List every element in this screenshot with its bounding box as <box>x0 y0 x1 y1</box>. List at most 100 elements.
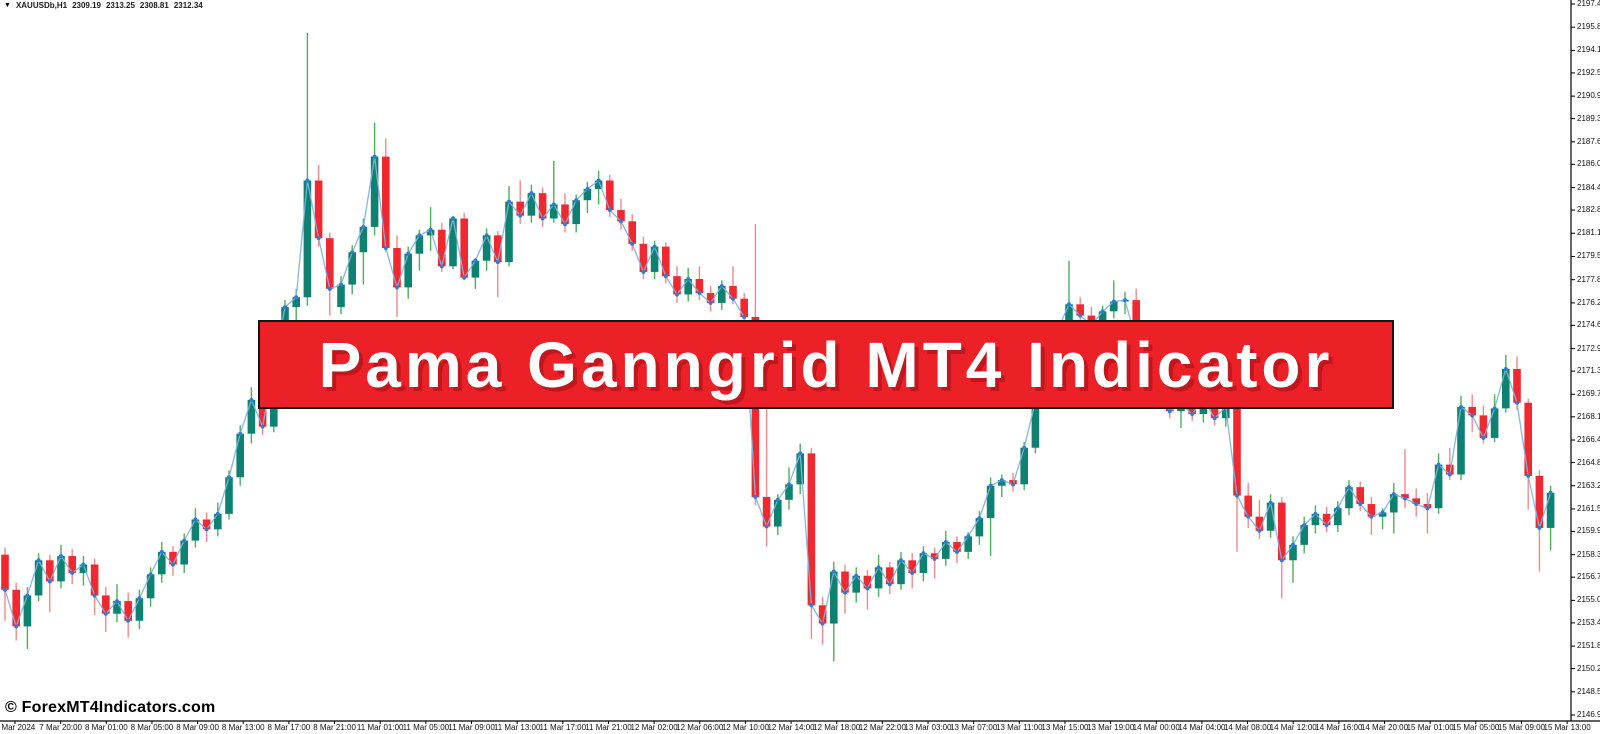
price-axis-label: 2150.20 <box>1577 663 1600 673</box>
time-axis-label: 12 Mar 18:00 <box>813 723 861 732</box>
candle <box>1 547 9 621</box>
candle <box>1390 482 1398 534</box>
candle <box>303 32 312 306</box>
price-axis-label: 2155.05 <box>1577 595 1600 605</box>
time-axis-label: 8 Mar 01:00 <box>84 723 128 732</box>
time-axis-label: 11 Mar 17:00 <box>539 723 587 732</box>
candle <box>1535 470 1544 572</box>
candle <box>247 387 256 444</box>
price-axis-label: 2164.85 <box>1577 457 1600 467</box>
time-axis-label: 11 Mar 09:00 <box>448 723 495 732</box>
candle <box>617 198 625 230</box>
price-axis-label: 2192.55 <box>1577 67 1600 77</box>
candle <box>214 502 222 537</box>
time-axis-label: 11 Mar 21:00 <box>585 723 632 732</box>
time-axis-label: 7 Mar 2024 <box>0 723 36 732</box>
price-axis-label: 2171.35 <box>1577 366 1600 376</box>
price-axis-label: 2184.40 <box>1577 182 1600 192</box>
candle <box>191 508 200 548</box>
price-axis-label: 2177.85 <box>1577 274 1600 284</box>
candle <box>46 554 54 613</box>
candle <box>527 184 536 223</box>
candle <box>505 186 513 267</box>
time-axis-label: 14 Mar 16:00 <box>1315 723 1363 732</box>
candle <box>830 561 838 662</box>
ohlc-open: 2309.19 <box>72 1 101 10</box>
price-axis-label: 2195.80 <box>1577 22 1600 32</box>
candle <box>359 218 368 285</box>
indicator-banner: Pama Ganngrid MT4 Indicator <box>258 320 1394 409</box>
candle <box>1356 481 1364 512</box>
candle <box>874 554 883 597</box>
price-axis-label: 2156.70 <box>1577 572 1600 582</box>
time-axis-label: 11 Mar 05:00 <box>402 723 450 732</box>
candle <box>908 553 916 589</box>
candle <box>886 561 894 595</box>
price-axis-label: 2176.20 <box>1577 297 1600 307</box>
candle <box>706 286 715 312</box>
candle <box>684 267 692 302</box>
time-axis-label: 8 Mar 17:00 <box>267 723 311 732</box>
time-axis-label: 12 Mar 14:00 <box>767 723 815 732</box>
price-axis-label: 2168.10 <box>1577 411 1600 421</box>
ohlc-close: 2312.34 <box>173 1 203 10</box>
price-axis-label: 2179.50 <box>1577 251 1600 261</box>
candle <box>79 556 88 586</box>
candle <box>930 547 939 579</box>
candle <box>12 582 20 641</box>
candle <box>494 231 502 298</box>
price-axis-label: 2166.45 <box>1577 435 1600 445</box>
candle <box>1524 398 1532 510</box>
price-axis-label: 2182.80 <box>1577 205 1600 215</box>
time-axis-label: 8 Mar 05:00 <box>130 723 174 732</box>
price-axis-label: 2158.30 <box>1577 549 1600 559</box>
time-axis-label: 12 Mar 10:00 <box>721 723 769 732</box>
time-axis-label: 13 Mar 11:00 <box>996 723 1043 732</box>
watermark-text: © ForexMT4Indicators.com <box>5 699 216 716</box>
candle <box>1468 394 1476 433</box>
candle <box>986 477 995 557</box>
price-axis-label: 2189.30 <box>1577 113 1600 123</box>
time-axis-label: 7 Mar 20:00 <box>39 723 82 732</box>
candle <box>852 567 860 603</box>
price-axis-label: 2172.95 <box>1577 343 1600 353</box>
candle <box>337 276 345 315</box>
candle <box>460 212 468 281</box>
price-axis-label: 2163.20 <box>1577 480 1600 490</box>
time-axis-label: 13 Mar 19:00 <box>1087 723 1135 732</box>
time-axis-label: 14 Mar 08:00 <box>1223 723 1272 732</box>
candle <box>673 266 681 303</box>
candle <box>550 160 558 223</box>
candle <box>1110 280 1118 319</box>
time-axis-label: 13 Mar 15:00 <box>1041 723 1089 732</box>
price-axis-label: 2174.60 <box>1577 320 1600 330</box>
candle <box>1244 482 1252 528</box>
time-axis-label: 12 Mar 22:00 <box>858 723 906 732</box>
candle <box>1502 354 1510 413</box>
time-axis-label: 14 Mar 04:00 <box>1178 723 1226 732</box>
time-axis-label: 15 Mar 05:00 <box>1452 723 1500 732</box>
price-axis-label: 2153.45 <box>1577 617 1600 627</box>
candle <box>1300 516 1308 554</box>
time-axis-label: 8 Mar 13:00 <box>221 723 265 732</box>
price-axis-label: 2187.65 <box>1577 136 1600 146</box>
time-axis-label: 14 Mar 00:00 <box>1132 723 1180 732</box>
time-axis-label: 11 Mar 01:00 <box>356 723 404 732</box>
time-axis-label: 15 Mar 01:00 <box>1406 723 1454 732</box>
candle <box>124 592 132 638</box>
candle <box>594 170 603 205</box>
time-axis-label: 14 Mar 20:00 <box>1360 723 1409 732</box>
candle <box>102 587 110 633</box>
candle <box>314 165 323 247</box>
ohlc-low: 2308.81 <box>139 1 169 10</box>
symbol-timeframe: XAUUSDb,H1 <box>15 1 68 10</box>
price-axis-label: 2169.70 <box>1577 389 1600 399</box>
candle <box>169 546 177 576</box>
time-axis-label: 13 Mar 07:00 <box>950 723 998 732</box>
candle <box>1490 394 1499 443</box>
pama-ganngrid-dots <box>3 154 1553 629</box>
symbol-dropdown-icon[interactable]: ▼ <box>4 1 11 9</box>
price-axis-label: 2190.90 <box>1577 91 1600 101</box>
